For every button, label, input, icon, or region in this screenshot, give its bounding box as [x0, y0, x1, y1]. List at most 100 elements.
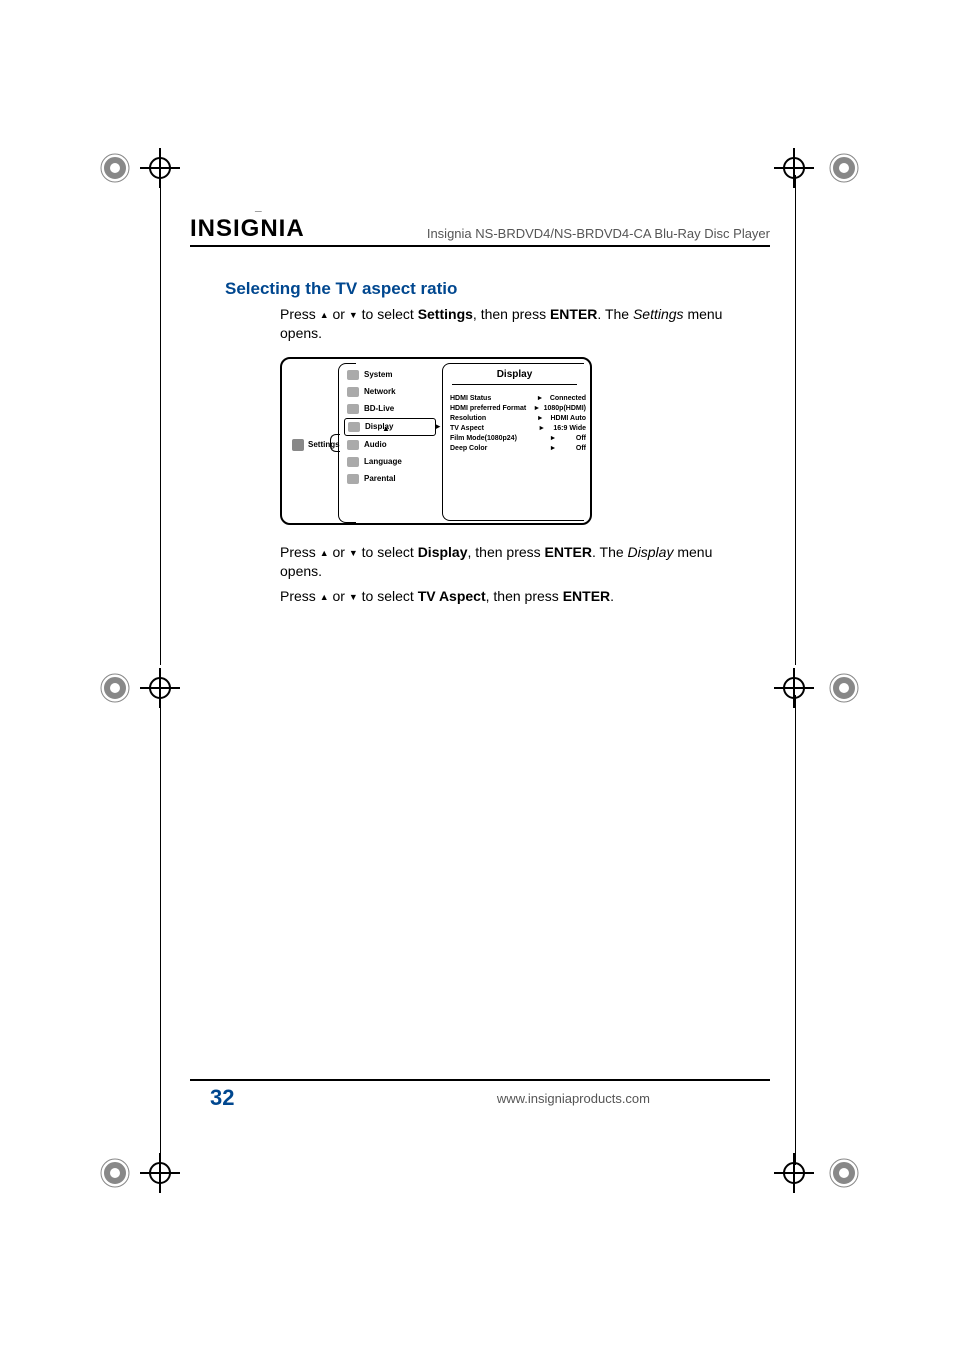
text: or — [329, 588, 349, 604]
menu-item-system: System — [344, 367, 436, 383]
right-triangle-icon: ► — [537, 415, 544, 422]
label: TV Aspect — [450, 425, 530, 432]
display-options-list: HDMI Status►Connected HDMI preferred For… — [450, 395, 586, 455]
up-triangle-icon: ▲ — [320, 548, 329, 558]
print-registration-mark — [824, 1153, 864, 1193]
footer-url: www.insigniaproducts.com — [497, 1091, 650, 1106]
label: Deep Color — [450, 445, 530, 452]
print-guide-line — [160, 695, 161, 1165]
page-header: INSIGNIA¯ Insignia NS-BRDVD4/NS-BRDVD4-C… — [190, 215, 770, 247]
row-tv-aspect: TV Aspect ► 16:9 Wide — [450, 425, 586, 432]
value: 1080p(HDMI) — [544, 405, 586, 412]
document-title: Insignia NS-BRDVD4/NS-BRDVD4-CA Blu-Ray … — [427, 226, 770, 243]
print-crosshair-mark — [774, 1153, 814, 1193]
print-registration-mark — [824, 668, 864, 708]
down-triangle-icon: ▼ — [349, 592, 358, 602]
instruction-step-2: Press ▲ or ▼ to select Display, then pre… — [280, 543, 750, 581]
keyword-display: Display — [418, 544, 468, 560]
right-triangle-icon: ► — [533, 405, 540, 412]
page-footer: 32 www.insigniaproducts.com — [190, 1079, 770, 1111]
keyword-enter: ENTER — [545, 544, 592, 560]
label: Parental — [364, 474, 396, 483]
row-resolution: Resolution ► HDMI Auto — [450, 415, 586, 422]
instruction-step-1: Press ▲ or ▼ to select Settings, then pr… — [280, 305, 750, 343]
text: . — [610, 588, 614, 604]
label: Audio — [364, 440, 387, 449]
row-film-mode: Film Mode(1080p24) ► Off — [450, 435, 586, 442]
value: HDMI Auto — [550, 415, 586, 422]
menu-item-parental: Parental — [344, 471, 436, 487]
right-triangle-icon: ► — [549, 435, 556, 442]
text: to select — [358, 306, 418, 322]
row-hdmi-format: HDMI preferred Format► 1080p(HDMI) — [450, 405, 586, 412]
up-triangle-icon: ▲ — [320, 592, 329, 602]
parental-icon — [347, 474, 359, 484]
menu-item-audio: Audio — [344, 437, 436, 453]
print-registration-mark — [824, 148, 864, 188]
print-registration-mark — [95, 668, 135, 708]
text: , then press — [473, 306, 550, 322]
value: Connected — [550, 395, 586, 402]
row-hdmi-status: HDMI Status ► Connected — [450, 395, 586, 402]
label: HDMI Status — [450, 395, 530, 402]
label: HDMI preferred Format — [450, 405, 530, 412]
value: Off — [576, 435, 586, 442]
right-triangle-icon: ► — [536, 395, 543, 402]
label: Resolution — [450, 415, 530, 422]
page-content: INSIGNIA¯ Insignia NS-BRDVD4/NS-BRDVD4-C… — [190, 215, 770, 605]
menu-item-network: Network — [344, 384, 436, 400]
network-icon — [347, 387, 359, 397]
up-triangle-icon: ▲ — [320, 310, 329, 320]
row-deep-color: Deep Color►Off — [450, 445, 586, 452]
label: System — [364, 370, 392, 379]
label: Display — [365, 422, 393, 431]
print-crosshair-mark — [774, 148, 814, 188]
audio-icon — [347, 440, 359, 450]
menu-item-display-selected: Display — [344, 418, 436, 436]
right-triangle-icon: ► — [538, 425, 545, 432]
label: Film Mode(1080p24) — [450, 435, 530, 442]
text: or — [329, 544, 349, 560]
print-registration-mark — [95, 1153, 135, 1193]
menu-name: Settings — [633, 306, 684, 322]
value: Off — [576, 445, 586, 452]
menu-item-bdlive: BD-Live — [344, 401, 436, 417]
menu-root-settings: Settings — [292, 439, 340, 451]
keyword-enter: ENTER — [550, 306, 597, 322]
text: Press — [280, 306, 320, 322]
text: Press — [280, 588, 320, 604]
menu-category-list: System Network BD-Live Display Audio Lan… — [344, 367, 436, 488]
value: 16:9 Wide — [553, 425, 586, 432]
print-guide-line — [160, 175, 161, 665]
system-icon — [347, 370, 359, 380]
text: . The — [597, 306, 633, 322]
bdlive-icon — [347, 404, 359, 414]
text: , then press — [468, 544, 545, 560]
logo-text: INSIGNIA — [190, 215, 305, 242]
label: Language — [364, 457, 402, 466]
panel-title: Display — [452, 369, 577, 385]
label: Settings — [308, 440, 340, 449]
keyword-enter: ENTER — [563, 588, 610, 604]
print-guide-line — [795, 175, 796, 665]
menu-name: Display — [628, 544, 674, 560]
print-registration-mark — [95, 148, 135, 188]
text: to select — [358, 588, 418, 604]
page-number: 32 — [210, 1085, 234, 1111]
keyword-tv-aspect: TV Aspect — [418, 588, 486, 604]
text: Press — [280, 544, 320, 560]
text: , then press — [486, 588, 563, 604]
down-triangle-icon: ▼ — [349, 310, 358, 320]
keyword-settings: Settings — [418, 306, 473, 322]
print-crosshair-mark — [774, 668, 814, 708]
display-icon — [348, 422, 360, 432]
text: to select — [358, 544, 418, 560]
print-guide-line — [795, 695, 796, 1165]
brand-logo: INSIGNIA¯ — [190, 215, 305, 243]
settings-menu-screenshot: Settings ▲ System Network BD-Live Displa… — [280, 357, 592, 525]
section-heading: Selecting the TV aspect ratio — [225, 279, 770, 299]
menu-item-language: Language — [344, 454, 436, 470]
language-icon — [347, 457, 359, 467]
label: BD-Live — [364, 404, 394, 413]
instruction-step-3: Press ▲ or ▼ to select TV Aspect, then p… — [280, 587, 750, 606]
